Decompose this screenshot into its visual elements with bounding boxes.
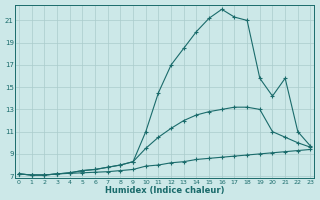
X-axis label: Humidex (Indice chaleur): Humidex (Indice chaleur) (105, 186, 225, 195)
